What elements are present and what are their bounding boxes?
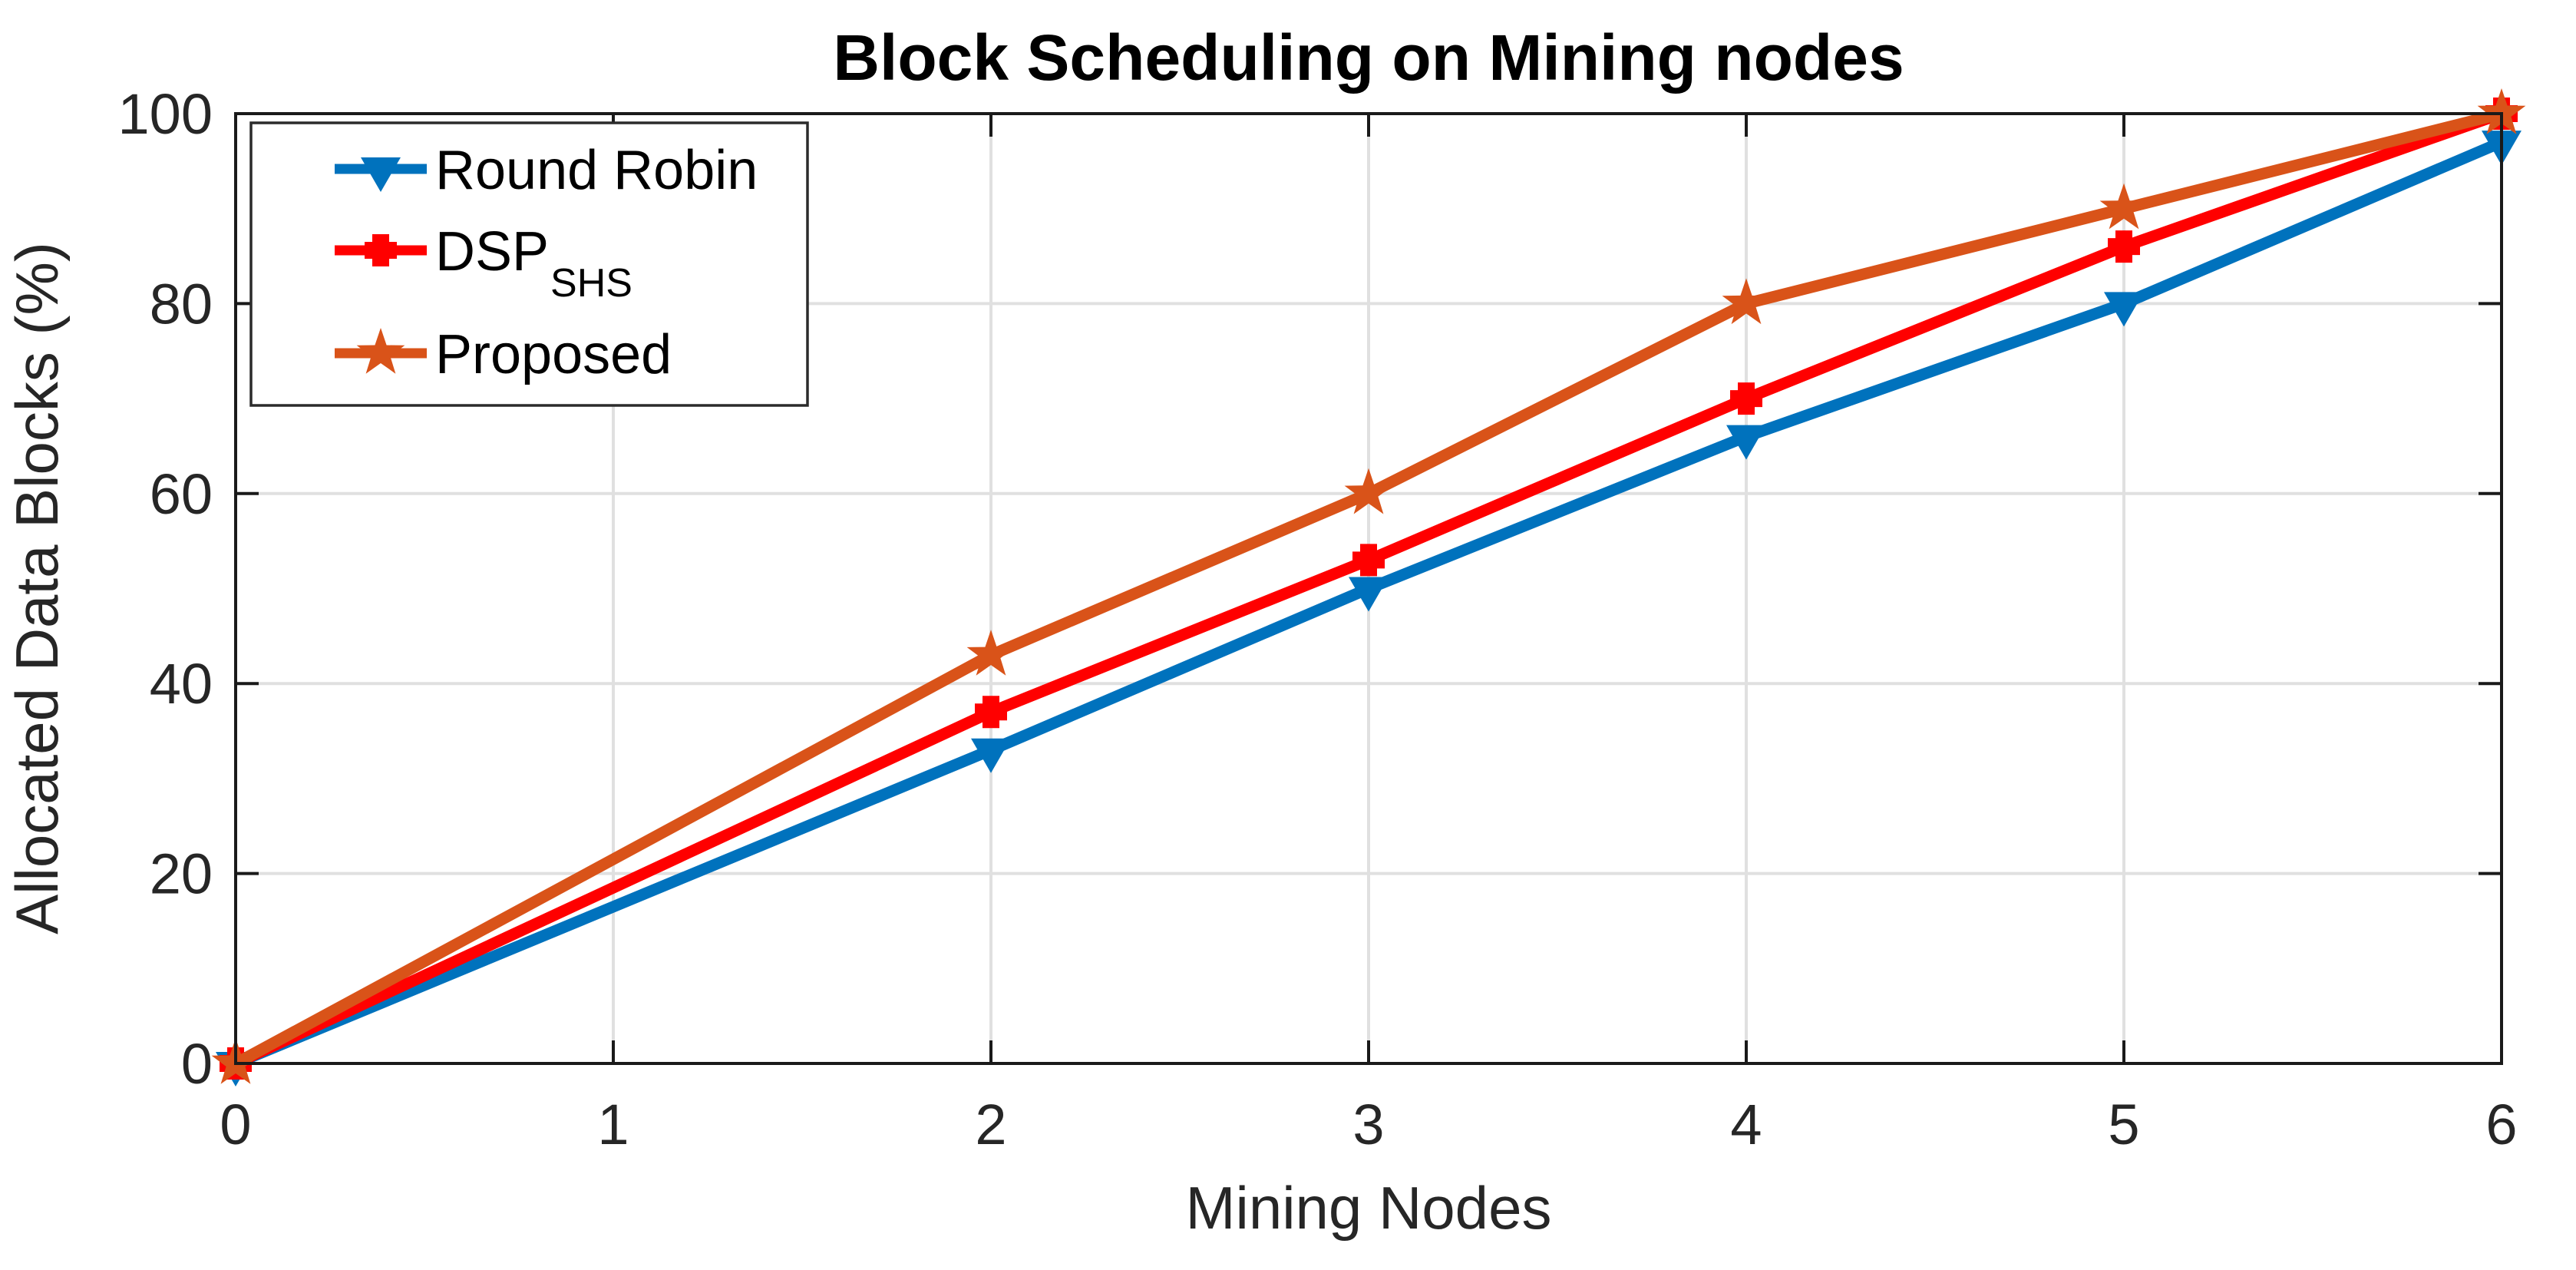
star-marker xyxy=(2099,183,2148,230)
legend: Round Robin DSPSHS Proposed xyxy=(249,121,809,407)
y-tick-label-100: 100 xyxy=(118,82,213,146)
legend-item-proposed: Proposed xyxy=(335,324,672,385)
plus-marker xyxy=(365,234,397,266)
triangle-down-marker xyxy=(1726,425,1766,460)
legend-label-subscript: SHS xyxy=(550,261,632,306)
y-tick-label-60: 60 xyxy=(150,462,213,526)
plus-marker xyxy=(2108,230,2140,263)
plot-border xyxy=(234,112,2503,1065)
legend-label: Round Robin xyxy=(435,140,758,201)
series-line xyxy=(233,107,2503,1069)
triangle-down-marker xyxy=(2104,292,2144,327)
y-axis-label: Allocated Data Blocks (%) xyxy=(3,242,71,934)
legend-item-dspshs: DSPSHS xyxy=(335,221,632,306)
triangle-down-marker xyxy=(361,157,401,192)
star-marker xyxy=(1722,278,1771,325)
x-tick-label-1: 1 xyxy=(597,1093,629,1156)
star-marker xyxy=(356,328,405,374)
legend-label: DSPSHS xyxy=(435,221,632,306)
plus-marker xyxy=(1730,382,1762,415)
y-tick-labels: 0 20 40 60 80 100 xyxy=(118,82,213,1096)
chart-title: Block Scheduling on Mining nodes xyxy=(833,21,1904,94)
x-axis-label: Mining Nodes xyxy=(1186,1174,1552,1242)
axes-box xyxy=(234,112,2503,1065)
x-tick-labels: 0 1 2 3 4 5 6 xyxy=(220,1093,2517,1156)
x-tick-label-3: 3 xyxy=(1352,1093,1384,1156)
data-series xyxy=(211,88,2526,1086)
triangle-down-marker xyxy=(971,738,1011,773)
series-line xyxy=(233,137,2504,1069)
y-tick-label-0: 0 xyxy=(181,1032,213,1096)
x-tick-label-2: 2 xyxy=(975,1093,1006,1156)
x-tick-label-0: 0 xyxy=(220,1093,251,1156)
triangle-down-marker xyxy=(1349,577,1389,612)
x-tick-label-6: 6 xyxy=(2485,1093,2517,1156)
y-tick-label-40: 40 xyxy=(150,652,213,716)
x-tick-label-5: 5 xyxy=(2108,1093,2139,1156)
legend-item-round-robin: Round Robin xyxy=(335,140,758,201)
star-marker xyxy=(966,630,1016,676)
legend-label: Proposed xyxy=(435,324,672,385)
plus-marker xyxy=(975,696,1007,729)
x-tick-label-4: 4 xyxy=(1730,1093,1762,1156)
star-marker xyxy=(2477,88,2526,134)
plus-marker xyxy=(1352,544,1385,577)
star-marker xyxy=(1344,468,1393,514)
series-line xyxy=(233,107,2504,1069)
y-tick-label-20: 20 xyxy=(150,842,213,906)
y-tick-label-80: 80 xyxy=(150,272,213,336)
